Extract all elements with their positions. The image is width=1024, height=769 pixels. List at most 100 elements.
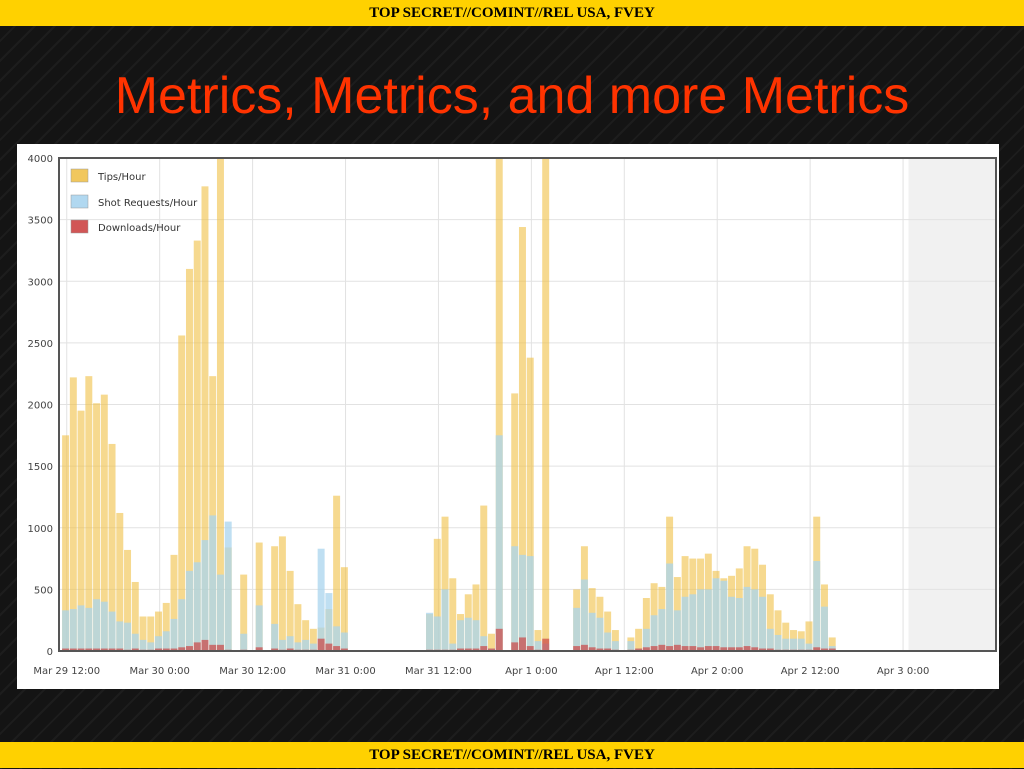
downloads-bar [828, 648, 836, 651]
shot-requests-bar [62, 610, 70, 651]
tips-bar [340, 567, 348, 651]
downloads-bar [573, 646, 581, 651]
shot-requests-bar [735, 598, 743, 651]
tips-bar [93, 403, 101, 651]
downloads-bar [720, 647, 728, 651]
shot-requests-bar [449, 643, 457, 651]
x-tick-label: Mar 31 12:00 [405, 666, 472, 677]
downloads-bar [209, 644, 217, 651]
downloads-bar [193, 642, 201, 651]
downloads-bar [100, 648, 108, 651]
downloads-bar [518, 637, 526, 651]
downloads-bar [697, 647, 705, 651]
downloads-bar [650, 646, 658, 651]
shot-requests-bar [309, 643, 317, 651]
downloads-bar [162, 648, 170, 651]
tips-bar [278, 536, 286, 651]
downloads-bar [170, 648, 178, 651]
downloads-bar [488, 648, 495, 651]
downloads-bar [333, 646, 341, 651]
downloads-bar [340, 648, 348, 651]
downloads-bar [77, 648, 85, 651]
y-tick-label: 0 [47, 647, 53, 658]
downloads-bar [286, 648, 294, 651]
slide-title: Metrics, Metrics, and more Metrics [114, 67, 910, 125]
downloads-bar [689, 646, 697, 651]
downloads-bar [596, 648, 604, 651]
tips-bar [604, 611, 612, 651]
tips-bar [170, 554, 178, 651]
x-tick-label: Apr 1 0:00 [505, 666, 557, 677]
shot-requests-bar [131, 633, 139, 651]
shot-requests-bar [216, 574, 224, 651]
downloads-bar [480, 646, 488, 651]
shot-requests-bar [139, 639, 147, 651]
shot-requests-bar [271, 623, 279, 651]
tips-bar [116, 512, 124, 651]
shot-requests-bar [170, 618, 178, 651]
tips-bar [77, 410, 85, 651]
shot-requests-bar [790, 638, 797, 651]
tips-bar [526, 357, 534, 651]
legend-label: Tips/Hour [97, 172, 146, 183]
tips-bar [518, 227, 526, 651]
downloads-bar [495, 628, 503, 651]
shot-requests-bar [201, 540, 209, 651]
tips-bar [828, 637, 836, 651]
downloads-bar [511, 642, 519, 651]
shot-requests-bar [511, 546, 519, 651]
tips-bar [201, 186, 209, 651]
shot-requests-bar [596, 617, 604, 651]
downloads-bar [542, 638, 550, 651]
y-tick-label: 2000 [28, 401, 53, 412]
shot-requests-bar [673, 610, 681, 651]
downloads-bar [93, 648, 101, 651]
shot-requests-bar [286, 636, 294, 651]
shot-requests-bar [650, 615, 658, 651]
tips-bar [302, 620, 310, 651]
shot-requests-bar [240, 633, 248, 651]
downloads-bar [635, 648, 643, 651]
x-tick-label: Mar 30 0:00 [129, 666, 189, 677]
downloads-bar [743, 646, 751, 651]
downloads-bar [108, 648, 116, 651]
shot-requests-bar [805, 643, 813, 651]
y-tick-label: 1000 [28, 524, 53, 535]
downloads-bar [116, 648, 124, 651]
shot-requests-bar [340, 632, 348, 651]
downloads-bar [704, 646, 712, 651]
tips-bar [511, 393, 519, 651]
tips-bar [309, 628, 317, 651]
tips-bar [147, 616, 155, 651]
downloads-bar [766, 648, 774, 651]
tips-bar [635, 628, 643, 651]
x-tick-label: Apr 2 0:00 [691, 666, 743, 677]
shot-requests-bar [116, 621, 124, 651]
shot-requests-bar [480, 636, 488, 651]
tips-bar [480, 505, 488, 651]
shot-requests-bar [108, 611, 116, 651]
shot-requests-bar [604, 632, 612, 651]
tips-bar [185, 268, 193, 651]
legend-label: Shot Requests/Hour [98, 198, 198, 209]
downloads-bar [604, 648, 612, 651]
y-tick-label: 3000 [28, 277, 53, 288]
tips-bar [542, 158, 550, 651]
shot-requests-bar [93, 599, 101, 651]
downloads-bar [131, 648, 139, 651]
shot-requests-bar [526, 556, 534, 651]
y-tick-label: 4000 [28, 154, 53, 165]
downloads-bar [69, 648, 77, 651]
shot-requests-bar [255, 605, 263, 651]
shot-requests-bar [69, 609, 77, 651]
shot-requests-bar [433, 616, 441, 651]
downloads-bar [526, 646, 534, 651]
tips-bar [333, 495, 341, 651]
tips-bar [271, 546, 279, 651]
shot-requests-bar [302, 639, 310, 651]
tips-bar [805, 621, 813, 651]
tips-bar [108, 443, 116, 651]
shot-requests-bar [457, 620, 465, 651]
shot-requests-bar [712, 578, 720, 651]
legend-label: Downloads/Hour [98, 223, 181, 234]
